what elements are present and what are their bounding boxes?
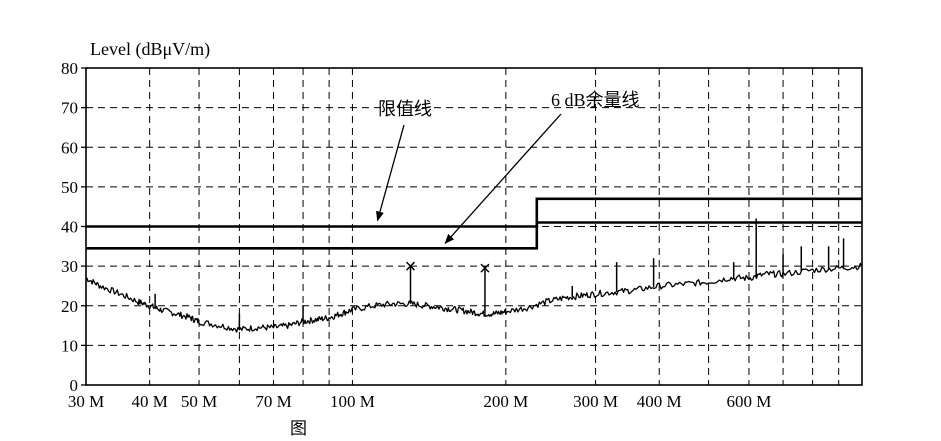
series-layer: [85, 197, 863, 333]
annotation-limit-line: 限值线: [378, 99, 432, 119]
y-tick-label: 50: [61, 178, 78, 197]
y-tick-label: 40: [61, 218, 78, 237]
x-tick-label: 400 M: [637, 392, 682, 411]
margin-line: [86, 221, 862, 250]
y-tick-label: 70: [61, 99, 78, 118]
emission-trace: [85, 262, 863, 333]
peak-marker: [480, 263, 490, 273]
x-axis: 30 M 40 M 50 M 70 M 100 M 200 M 300 M 400 M 600 …: [68, 392, 772, 411]
limit-line: [86, 197, 862, 228]
y-axis-label: Level (dBμV/m): [90, 39, 210, 60]
y-tick-label: 10: [61, 336, 78, 355]
x-tick-label: 70 M: [255, 392, 291, 411]
y-tick-label: 80: [61, 59, 78, 78]
annotation-arrow: [444, 113, 562, 245]
annotation-arrow: [376, 124, 405, 222]
peak-marker-stroke: [405, 261, 416, 271]
x-tick-label: 40 M: [131, 392, 167, 411]
annotations: 限值线 6 dB余量线: [376, 90, 640, 245]
figure-caption: 图: [290, 419, 307, 438]
y-tick-label: 20: [61, 297, 78, 316]
peak-marker-stroke: [480, 263, 490, 273]
annotation-margin-line: 6 dB余量线: [551, 90, 640, 110]
x-tick-label: 200 M: [483, 392, 528, 411]
x-tick-label: 50 M: [181, 392, 217, 411]
x-tick-label: 300 M: [573, 392, 618, 411]
y-tick-label: 0: [70, 376, 79, 395]
peak-marker: [405, 261, 416, 271]
x-tick-label: 30 M: [68, 392, 104, 411]
y-tick-label: 60: [61, 138, 78, 157]
y-axis: 0 10 20 30 40 50 60 70 80: [61, 59, 86, 395]
x-tick-label: 100 M: [330, 392, 375, 411]
x-tick-label: 600 M: [727, 392, 772, 411]
y-tick-label: 30: [61, 257, 78, 276]
